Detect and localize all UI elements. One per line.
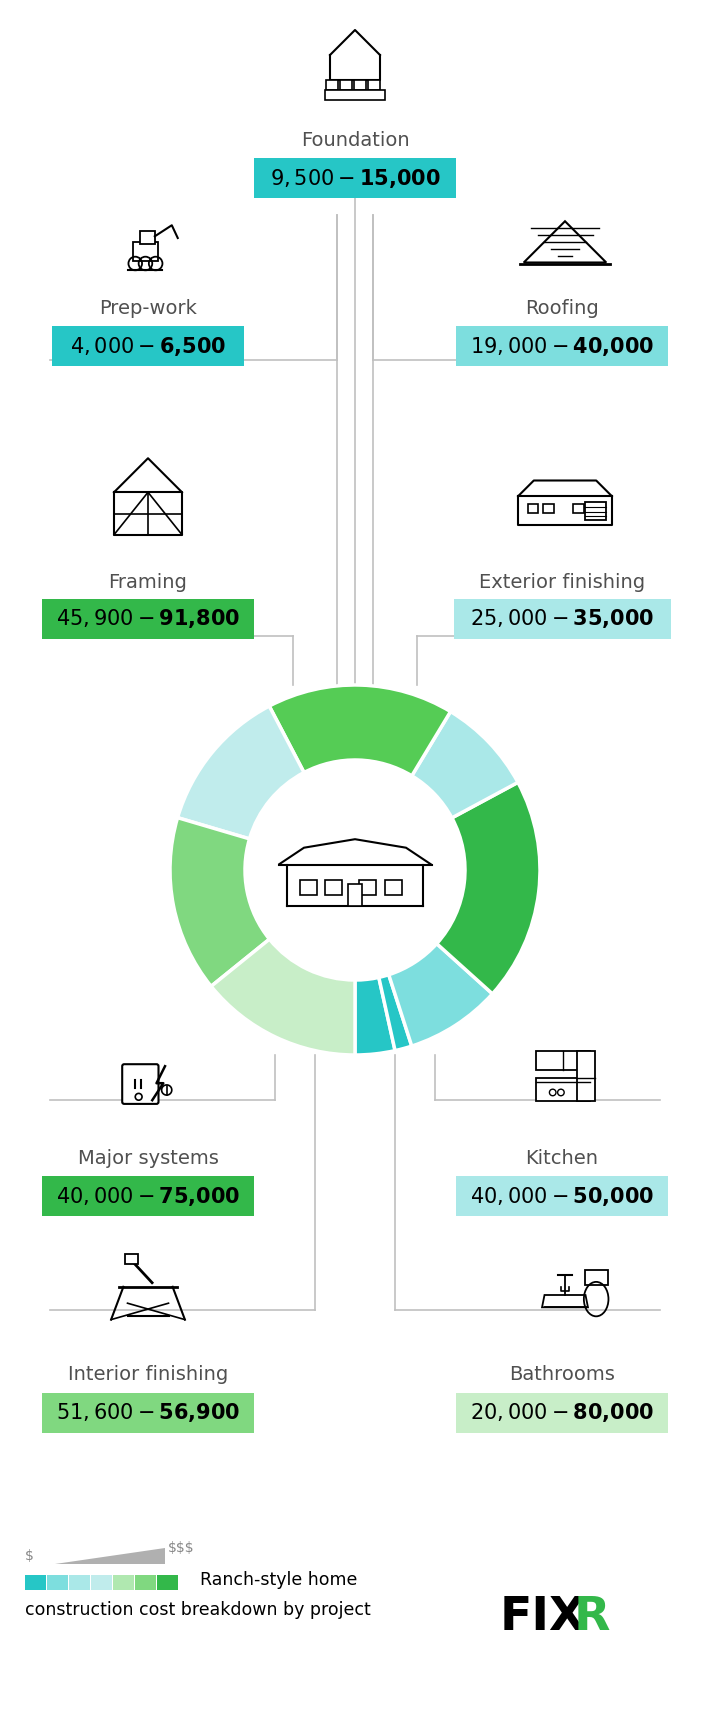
Circle shape <box>246 761 464 979</box>
Text: R: R <box>574 1595 611 1640</box>
FancyBboxPatch shape <box>113 1574 134 1590</box>
Text: $9,500 - $15,000: $9,500 - $15,000 <box>270 166 440 190</box>
Text: $40,000 - $50,000: $40,000 - $50,000 <box>470 1185 654 1208</box>
FancyBboxPatch shape <box>536 1078 589 1100</box>
Wedge shape <box>170 818 270 986</box>
Text: Interior finishing: Interior finishing <box>68 1365 228 1384</box>
FancyBboxPatch shape <box>125 1254 138 1265</box>
Text: $: $ <box>25 1548 34 1562</box>
FancyBboxPatch shape <box>584 502 606 519</box>
Wedge shape <box>269 685 451 775</box>
FancyBboxPatch shape <box>454 599 670 638</box>
Text: Prep-work: Prep-work <box>99 299 197 318</box>
Wedge shape <box>389 943 493 1047</box>
FancyBboxPatch shape <box>47 1574 68 1590</box>
Wedge shape <box>379 974 412 1050</box>
FancyBboxPatch shape <box>135 1574 156 1590</box>
FancyBboxPatch shape <box>528 503 538 514</box>
FancyBboxPatch shape <box>300 881 317 896</box>
Text: $19,000 - $40,000: $19,000 - $40,000 <box>470 334 654 358</box>
FancyBboxPatch shape <box>42 1393 254 1432</box>
FancyBboxPatch shape <box>348 884 362 905</box>
FancyBboxPatch shape <box>340 80 352 90</box>
Text: Bathrooms: Bathrooms <box>509 1365 615 1384</box>
FancyBboxPatch shape <box>590 503 601 514</box>
Text: Framing: Framing <box>109 573 187 592</box>
FancyBboxPatch shape <box>577 1050 596 1100</box>
Text: Exterior finishing: Exterior finishing <box>479 573 645 592</box>
FancyBboxPatch shape <box>122 1064 158 1104</box>
FancyBboxPatch shape <box>368 80 380 90</box>
FancyBboxPatch shape <box>325 90 385 100</box>
Text: construction cost breakdown by project: construction cost breakdown by project <box>25 1600 371 1619</box>
FancyBboxPatch shape <box>573 503 584 514</box>
Text: $20,000 - $80,000: $20,000 - $80,000 <box>470 1401 654 1424</box>
Text: $4,000 - $6,500: $4,000 - $6,500 <box>70 334 226 358</box>
Text: Kitchen: Kitchen <box>525 1149 599 1168</box>
FancyBboxPatch shape <box>456 325 668 367</box>
FancyBboxPatch shape <box>354 80 366 90</box>
FancyBboxPatch shape <box>456 1176 668 1216</box>
FancyBboxPatch shape <box>325 881 342 896</box>
FancyBboxPatch shape <box>536 1050 589 1071</box>
Text: $51,600 - $56,900: $51,600 - $56,900 <box>56 1401 240 1424</box>
FancyBboxPatch shape <box>254 157 456 197</box>
Text: Roofing: Roofing <box>525 299 599 318</box>
Wedge shape <box>437 782 540 993</box>
FancyBboxPatch shape <box>42 599 254 638</box>
FancyBboxPatch shape <box>456 1393 668 1432</box>
FancyBboxPatch shape <box>543 503 554 514</box>
FancyBboxPatch shape <box>42 1176 254 1216</box>
Text: $40,000 - $75,000: $40,000 - $75,000 <box>56 1185 240 1208</box>
FancyBboxPatch shape <box>139 232 155 244</box>
FancyBboxPatch shape <box>359 881 376 896</box>
Text: FIX: FIX <box>500 1595 586 1640</box>
FancyBboxPatch shape <box>157 1574 178 1590</box>
Wedge shape <box>355 977 395 1055</box>
Wedge shape <box>178 706 304 839</box>
FancyBboxPatch shape <box>25 1574 46 1590</box>
FancyBboxPatch shape <box>385 881 402 896</box>
Text: $$$: $$$ <box>168 1541 195 1555</box>
Text: Ranch-style home: Ranch-style home <box>200 1571 357 1588</box>
Wedge shape <box>412 711 518 818</box>
FancyBboxPatch shape <box>133 242 158 261</box>
Text: $45,900 - $91,800: $45,900 - $91,800 <box>56 607 240 630</box>
FancyBboxPatch shape <box>52 325 244 367</box>
Text: $25,000 - $35,000: $25,000 - $35,000 <box>470 607 654 630</box>
Text: Foundation: Foundation <box>301 130 409 149</box>
Wedge shape <box>211 939 355 1055</box>
FancyBboxPatch shape <box>326 80 338 90</box>
FancyBboxPatch shape <box>69 1574 90 1590</box>
FancyBboxPatch shape <box>91 1574 112 1590</box>
Text: Major systems: Major systems <box>77 1149 219 1168</box>
Polygon shape <box>55 1548 165 1564</box>
FancyBboxPatch shape <box>584 1270 608 1285</box>
